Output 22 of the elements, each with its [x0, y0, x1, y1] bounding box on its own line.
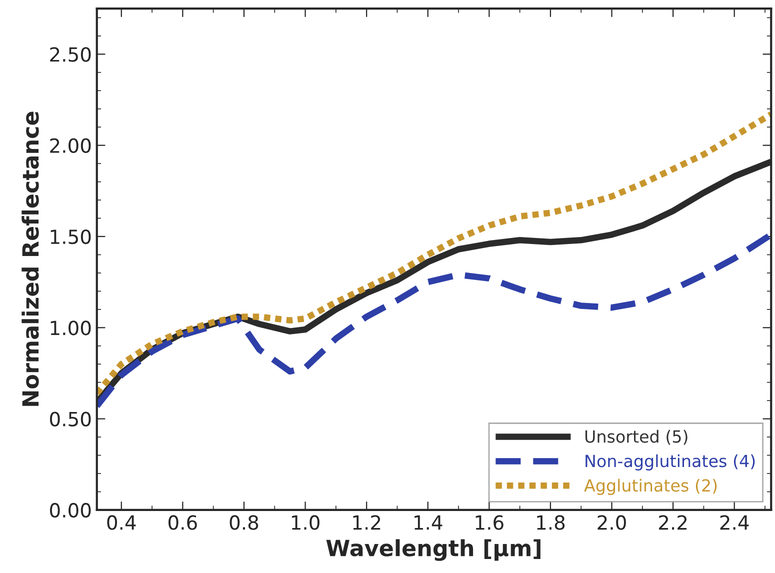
y-axis-title: Normalized Reflectance: [22, 112, 39, 406]
y-tick-label: 2.00: [50, 138, 91, 153]
legend-label: Unsorted (5): [585, 430, 688, 445]
y-tick-label: 0.50: [50, 412, 91, 426]
legend-label: Agglutinates (2): [584, 478, 717, 495]
y-tick-label: 2.50: [50, 47, 91, 62]
x-axis-title: Wavelength [µm]: [326, 539, 540, 561]
y-tick-label: 1.50: [50, 229, 91, 244]
x-tick-label: 0.4: [107, 515, 136, 530]
legend-label: Non-agglutinates (4): [586, 454, 755, 471]
x-tick-label: 1.8: [537, 515, 565, 530]
x-tick-label: 2.2: [659, 515, 687, 530]
y-tick-label: 0.00: [50, 502, 91, 518]
x-tick-label: 1.6: [476, 515, 504, 530]
x-tick-label: 0.6: [168, 515, 197, 530]
x-tick-label: 1.2: [353, 515, 380, 530]
x-tick-label: 1.0: [292, 515, 320, 530]
x-tick-label: 2.0: [598, 515, 626, 530]
x-tick-label: 0.8: [230, 515, 258, 530]
y-tick-label: 1.00: [50, 320, 91, 336]
x-tick-label: 1.4: [414, 515, 442, 530]
x-tick-label: 2.4: [720, 515, 749, 530]
